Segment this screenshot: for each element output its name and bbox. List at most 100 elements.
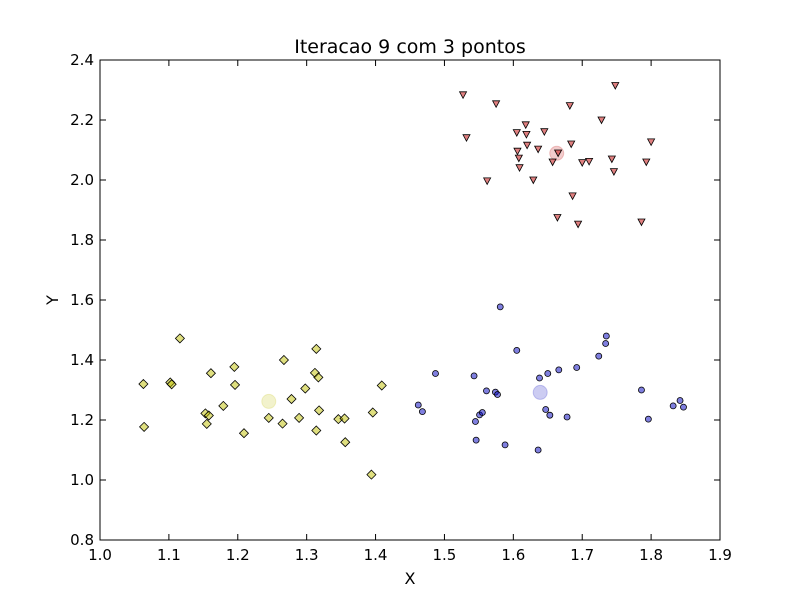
circle-point [496,303,504,311]
x-tick-label: 1.0 [88,546,112,564]
diamond-point [203,410,214,421]
circle-point [595,352,603,360]
x-tick-label: 1.6 [501,546,525,564]
circle-point [563,413,571,421]
diamond-point [205,368,216,379]
diamond-point [201,418,212,429]
y-axis-label: Y [43,295,62,306]
triangle-point [540,128,549,137]
circle-point [494,391,501,398]
circle-point [546,411,554,419]
triangle-point [565,102,574,110]
x-tick-label: 1.3 [295,546,319,564]
circle-point [644,415,652,423]
diamond-point [340,437,351,448]
circle-point [418,408,426,416]
chart-title: Iteracao 9 com 3 pontos [294,36,526,58]
triangle-point [515,164,524,173]
diamond-point [166,379,177,390]
diamond-point [218,400,229,411]
triangle-point [462,134,471,143]
triangle-point [522,141,532,150]
circle-point [513,346,521,354]
x-tick-label: 1.9 [708,546,732,564]
triangle-point [611,82,620,90]
y-tick-label: 1.2 [70,411,94,429]
triangle-point [513,147,522,156]
y-tick-label: 0.8 [70,531,94,549]
diamond-point [277,418,288,429]
x-tick-label: 1.5 [433,546,457,564]
diamond-point [174,333,185,344]
triangle-point [584,157,594,166]
circle-point [555,366,563,374]
circle-point [602,340,610,347]
x-tick-label: 1.7 [570,546,594,564]
x-axis-label: X [405,569,416,588]
x-tick-label: 1.1 [157,546,181,564]
circle-point [472,436,480,444]
y-tick-label: 2.0 [70,171,94,189]
plot-frame [99,59,721,541]
y-tick-label: 2.2 [70,111,94,129]
triangle-point [553,149,563,158]
diamond-point [300,383,311,394]
circle-point [536,374,543,382]
triangle-point [597,116,606,125]
circle-point [544,370,552,377]
triangle-point [607,155,617,164]
diamond-point [366,469,377,480]
circle-point [680,403,687,411]
diamond-point [339,413,350,424]
circle-point [483,387,490,395]
triangle-point [514,154,524,163]
circle-point [414,401,422,409]
y-tick-label: 1.4 [70,351,94,369]
diamond-point [311,425,322,436]
diamond-point [238,428,250,439]
diamond-point [278,354,289,366]
centroid-marker [261,393,277,409]
triangle-point [573,220,583,229]
triangle-point [512,129,521,137]
triangle-point [522,130,531,139]
y-tick-label: 1.8 [70,231,94,249]
triangle-point [637,218,646,227]
diamond-point [376,380,387,391]
diamond-point [314,405,325,416]
diamond-point [367,407,378,418]
circle-point [501,441,509,449]
x-tick-label: 1.8 [639,546,663,564]
y-tick-label: 1.6 [70,291,94,309]
triangle-point [533,145,543,154]
triangle-point [578,159,587,167]
triangle-point [482,177,492,186]
diamond-point [311,343,322,354]
triangle-point [529,176,538,185]
circle-point [470,372,478,380]
triangle-point [553,214,562,222]
circle-point [478,409,486,416]
triangle-point [646,138,656,147]
triangle-point [548,158,557,167]
circle-point [602,332,610,340]
diamond-point [229,379,241,390]
diamond-point [138,378,149,390]
circle-point [432,370,439,377]
x-tick-label: 1.2 [226,546,250,564]
data-points [138,82,687,480]
circle-point [638,386,645,394]
circle-point [472,418,479,425]
triangle-point [458,91,468,100]
diamond-point [263,412,274,423]
centroid-markers [261,145,565,409]
triangle-point [609,168,619,176]
circle-point [669,402,677,410]
x-tick-label: 1.4 [364,546,388,564]
diamond-point [139,421,150,432]
circle-point [676,397,684,404]
triangle-point [491,100,501,109]
